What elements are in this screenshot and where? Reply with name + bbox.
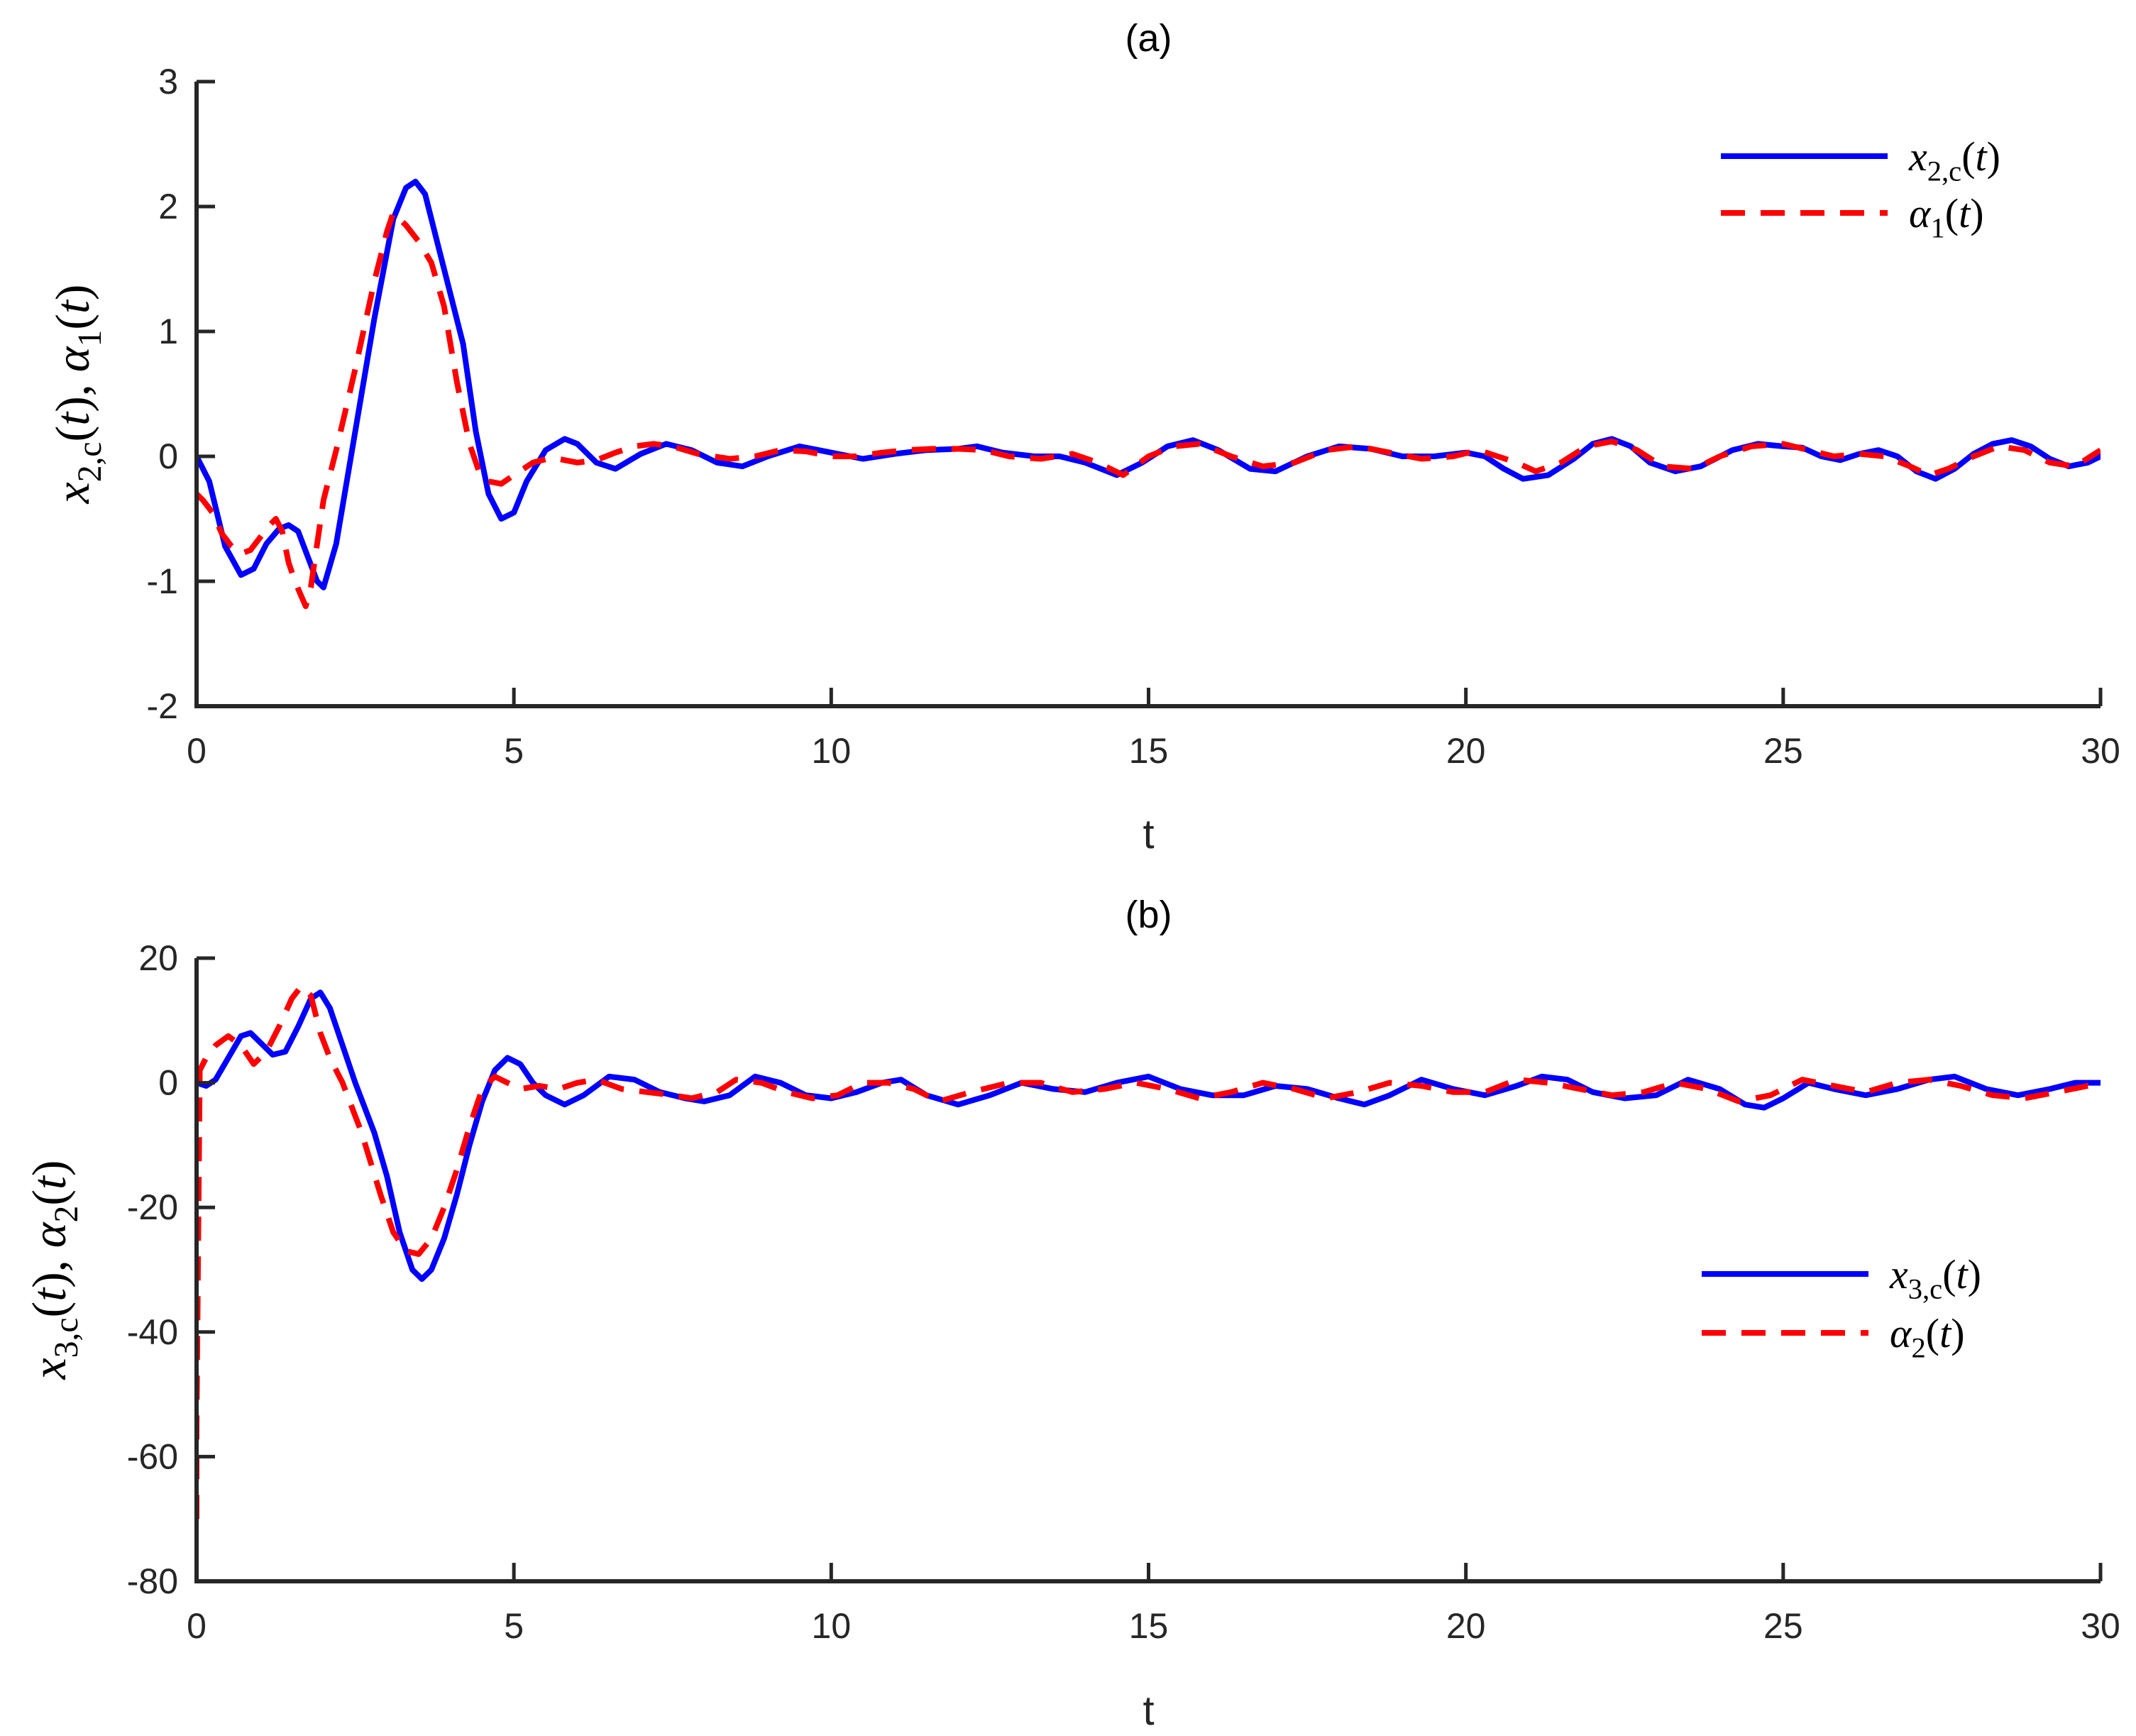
svg-text:x3,c(t), α2(t): x3,c(t), α2(t)	[22, 1160, 85, 1380]
y-tick-label: -80	[127, 1561, 178, 1601]
legend-var: x	[1889, 1251, 1908, 1297]
series-line-2	[197, 983, 2101, 1520]
x-tick-label: 30	[2081, 1606, 2120, 1646]
x-axis-label: t	[1143, 811, 1154, 857]
y-label-part: α	[22, 1221, 76, 1248]
x-tick-label: 0	[187, 731, 207, 771]
x-tick-label: 15	[1129, 1606, 1169, 1646]
legend-sub: 2,c	[1927, 155, 1961, 187]
x-tick-label: 20	[1446, 1606, 1486, 1646]
chart-title: (a)	[1125, 17, 1172, 60]
y-tick-label: 3	[158, 62, 178, 101]
series-line-2	[197, 209, 2101, 610]
y-tick-label: 0	[158, 436, 178, 476]
y-label-part: α	[45, 346, 99, 372]
chart-title: (b)	[1125, 894, 1172, 936]
y-tick-label: 2	[158, 187, 178, 226]
svg-text:x3,c(t): x3,c(t)	[1889, 1251, 1981, 1305]
x-tick-label: 20	[1446, 731, 1486, 771]
legend: x3,c(t)α2(t)	[1702, 1251, 1981, 1364]
legend-sub: 3,c	[1908, 1273, 1942, 1305]
panel-b: 0 5 10 15 20 25 30 -80 -60 -40 -20 0 20 (b) t x3,c(t), …	[22, 894, 2120, 1734]
y-label-part: 2	[48, 1206, 85, 1223]
legend-var: α	[1890, 1310, 1912, 1356]
x-tick-label: 15	[1129, 731, 1169, 771]
legend-var: x	[1908, 133, 1927, 180]
legend-sub: 2	[1911, 1332, 1925, 1364]
x-tick-label: 5	[504, 731, 524, 771]
x-tick-label: 10	[812, 1606, 852, 1646]
y-axis-label: x3,c(t), α2(t)	[22, 1160, 85, 1380]
y-tick-label: -2	[147, 686, 178, 726]
y-label-part: x	[45, 482, 99, 504]
x-tick-label: 30	[2081, 731, 2120, 771]
y-label-part: 3,c	[48, 1317, 85, 1358]
svg-text:α1(t): α1(t)	[1909, 190, 1984, 244]
x-tick-label: 25	[1763, 731, 1803, 771]
y-tick-label: -20	[127, 1187, 178, 1227]
x-tick-label: 10	[812, 731, 852, 771]
series-line-1	[197, 989, 2101, 1282]
y-label-part: x	[22, 1358, 76, 1380]
y-label-part: 2,c	[72, 441, 109, 482]
x-tick-label: 25	[1763, 1606, 1803, 1646]
y-tick-label: 1	[158, 312, 178, 351]
x-tick-label: 0	[187, 1606, 207, 1646]
y-tick-label: -1	[147, 561, 178, 601]
y-tick-label: 0	[158, 1063, 178, 1103]
legend-sub: 1	[1930, 212, 1944, 244]
x-tick-label: 5	[504, 1606, 524, 1646]
y-tick-label: -60	[127, 1436, 178, 1476]
legend: x2,c(t)α1(t)	[1721, 133, 2000, 244]
svg-text:x2,c(t), α1(t): x2,c(t), α1(t)	[45, 285, 109, 505]
svg-text:x2,c(t): x2,c(t)	[1908, 133, 2000, 187]
legend-var: α	[1909, 190, 1932, 236]
svg-text:α2(t): α2(t)	[1890, 1310, 1965, 1364]
y-label-part: 1	[72, 330, 109, 347]
y-axis-label: x2,c(t), α1(t)	[45, 285, 109, 505]
y-tick-label: 20	[138, 938, 178, 978]
x-axis-label: t	[1143, 1688, 1154, 1734]
y-tick-label: -40	[127, 1312, 178, 1352]
